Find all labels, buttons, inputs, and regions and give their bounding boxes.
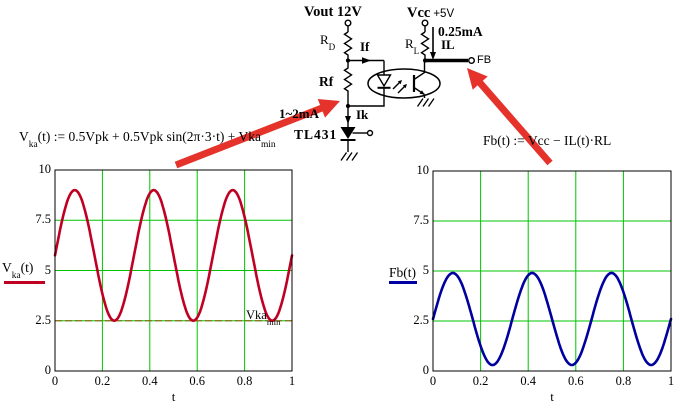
x-axis-label: t [171,389,176,404]
led-icon [376,74,392,88]
x-tick-label: 1 [288,374,296,388]
ground-icon [340,152,359,161]
y-tick-label: 0 [422,363,429,377]
x-tick-label: 0 [429,374,437,388]
wire [348,87,385,107]
il-current-value: 0.25mA [438,24,483,39]
y-tick-label: 2.5 [35,312,51,327]
rd-label: RD [320,32,336,53]
tl431-label: TL431 [294,127,338,142]
resistor-rd [343,31,353,61]
circuit-schematic [340,19,476,161]
optocoupler-body [367,68,441,99]
y-tick-label: 7.5 [413,213,429,227]
x-tick-label: 0.6 [567,374,584,388]
phototransistor-collector [413,60,426,81]
if-label: If [360,39,370,54]
x-tick-label: 0.4 [520,374,536,388]
x-axis-label: t [550,389,554,404]
x-tick-label: 0.6 [189,374,205,388]
light-arrowhead-icon [402,84,407,89]
y-tick-label: 7.5 [35,212,51,227]
x-tick-label: 1 [667,374,675,388]
light-arrow-icon [392,82,400,90]
x-tick-label: 0.2 [94,374,111,388]
tl431-ref-terminal [366,129,374,137]
ground-icon [416,98,435,107]
y-tick-label: 5 [44,262,51,277]
legend-vka-swatch [4,281,45,284]
bias-current-label: 1~2mA [279,106,319,121]
legend-fb: Fb(t) [389,265,416,280]
x-tick-label: 0.4 [141,374,158,388]
y-tick-label: 5 [422,263,429,277]
resistor-rl [420,31,430,61]
formula-vka: Vka(t) := 0.5Vpk + 0.5Vpk sin(2π·3·t) + … [19,129,276,151]
y-tick-label: 10 [416,163,430,177]
x-tick-label: 0.8 [236,374,253,388]
legend-fb-swatch [389,281,417,284]
ik-label: Ik [356,107,369,122]
il-arrowhead-icon [430,52,436,60]
y-tick-label: 2.5 [413,313,429,327]
formula-fb: Fb(t) := Vcc − IL(t)·RL [483,133,612,148]
ik-arrowhead-icon [345,116,351,124]
annotation-arrow-left [174,99,340,169]
light-arrowhead-icon [397,80,402,85]
plot-vka [53,169,294,372]
light-arrow-icon [397,86,405,94]
y-tick-label: 0 [44,363,51,377]
annotation-arrow-right [467,68,553,166]
plot-fb [431,170,673,372]
x-tick-label: 0.8 [615,374,632,388]
junction-dot [422,58,428,63]
vout-label: Vout 12V [304,4,362,20]
marker-line-label: Vkamin [246,308,281,327]
emitter-arrowhead-icon [419,90,425,95]
trace-0 [53,188,294,323]
if-arrowhead-icon [362,57,371,64]
fb-label: FB [477,54,492,66]
trace-1 [431,271,673,367]
il-label: IL [441,37,455,52]
x-tick-label: 0.2 [472,374,489,388]
legend-vka: Vka(t) [2,260,34,282]
vcc-label: Vcc +5V [407,5,455,21]
vcc-value: +5V [433,8,455,20]
rl-label: RL [405,36,420,57]
x-tick-label: 0 [51,374,59,388]
tl431-symbol [340,127,356,139]
rf-label: Rf [319,74,334,89]
vout-terminal [344,19,352,27]
resistor-rf [343,60,353,106]
fb-terminal [468,57,476,65]
y-tick-label: 10 [38,162,52,176]
